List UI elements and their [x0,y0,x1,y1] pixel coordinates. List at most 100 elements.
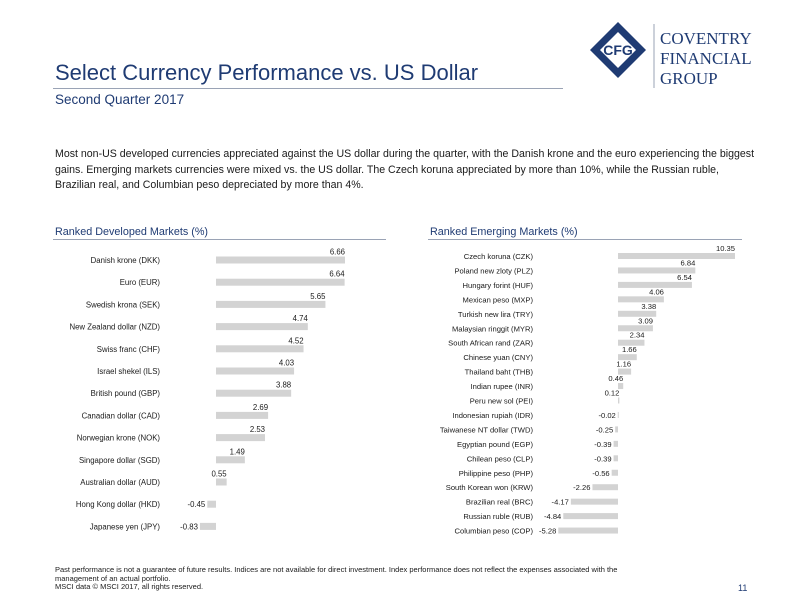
disclaimer-line-2: management of an actual portfolio. [55,573,171,583]
developed-value-label: -0.83 [180,522,198,531]
emerging-category-label: Czech koruna (CZK) [464,252,534,261]
emerging-value-label: 0.46 [608,374,623,383]
developed-category-label: Danish krone (DKK) [91,256,161,265]
developed-markets-chart: Danish krone (DKK) 6.66 Euro (EUR) 6.64 Swed… [69,248,345,532]
emerging-value-label: 6.54 [677,273,692,282]
developed-value-label: 5.65 [310,292,326,301]
emerging-bar [618,310,657,317]
emerging-category-label: Poland new zloty (PLZ) [454,266,533,275]
disclaimer-line-1: Past performance is not a guarantee of f… [55,565,618,574]
developed-value-label: 4.74 [293,314,309,323]
emerging-value-label: -0.56 [592,469,609,478]
emerging-category-label: South African rand (ZAR) [448,339,533,348]
emerging-bar [613,455,618,462]
emerging-bar [618,325,653,332]
emerging-category-label: Indian rupee (INR) [471,382,534,391]
emerging-category-label: South Korean won (KRW) [446,483,534,492]
disclaimer-line-3: MSCI data © MSCI 2017, all rights reserv… [55,582,204,592]
emerging-markets-heading: Ranked Emerging Markets (%) [430,226,578,238]
emerging-bar [611,469,618,476]
emerging-value-label: 10.35 [716,244,735,253]
developed-bar [216,345,304,353]
emerging-category-label: Indonesian rupiah (IDR) [452,411,533,420]
developed-bar [216,411,269,419]
emerging-category-label: Turkish new lira (TRY) [458,310,534,319]
emerging-value-label: 6.84 [681,258,696,267]
emerging-bar [617,411,619,418]
page-number: 11 [738,583,748,593]
developed-value-label: 2.69 [253,403,268,412]
developed-category-label: Swedish krona (SEK) [86,300,161,309]
emerging-bar [558,527,618,534]
developed-category-label: Euro (EUR) [120,278,161,287]
emerging-category-label: Russian ruble (RUB) [463,512,533,521]
emerging-value-label: -2.26 [573,483,590,492]
emerging-category-label: Chilean peso (CLP) [467,454,534,463]
developed-bar [216,323,308,331]
emerging-value-label: 3.38 [641,302,656,311]
developed-value-label: -0.45 [188,500,206,509]
emerging-bar [613,440,618,447]
emerging-value-label: 4.06 [649,287,664,296]
emerging-category-label: Philippine peso (PHP) [459,469,534,478]
emerging-markets-chart: Czech koruna (CZK) 10.35 Poland new zloty … [440,244,735,536]
monogram-mark: CFG [590,22,646,78]
title-divider [53,88,563,89]
logo-line-1: COVENTRY [660,29,752,48]
emerging-category-label: Brazilian real (BRC) [466,498,534,507]
emerging-bar [592,484,618,491]
emerging-bar [618,281,692,288]
emerging-bar [618,339,645,346]
developed-bar [216,434,266,442]
developed-value-label: 6.64 [329,270,345,279]
developed-bar [199,522,216,530]
emerging-value-label: 1.66 [622,345,637,354]
developed-bar [216,389,292,397]
emerging-value-label: -5.28 [539,527,556,536]
developed-value-label: 4.52 [288,336,303,345]
developed-bar [216,478,227,486]
emerging-bar [618,383,624,390]
developed-markets-rule [53,239,386,240]
emerging-value-label: 1.16 [616,360,631,369]
emerging-category-label: Columbian peso (COP) [455,527,534,536]
emerging-bar [615,426,618,433]
emerging-value-label: -0.25 [596,425,613,434]
emerging-value-label: -0.39 [594,454,611,463]
developed-category-label: Swiss franc (CHF) [97,345,161,354]
disclaimer: Past performance is not a guarantee of f… [55,565,715,592]
developed-category-label: New Zealand dollar (NZD) [69,323,160,332]
developed-value-label: 3.88 [276,381,291,390]
emerging-category-label: Hungary forint (HUF) [463,281,534,290]
developed-category-label: Japanese yen (JPY) [90,522,161,531]
emerging-markets-rule [428,239,742,240]
developed-bar [207,500,216,508]
emerging-category-label: Malaysian ringgit (MYR) [452,324,533,333]
emerging-category-label: Egyptian pound (EGP) [457,440,533,449]
developed-bar [216,456,245,464]
developed-value-label: 0.55 [211,470,227,479]
emerging-bar [563,513,618,520]
emerging-bar [618,267,696,274]
page-title: Select Currency Performance vs. US Dolla… [55,60,479,85]
emerging-bar [618,368,632,375]
emerging-value-label: 3.09 [638,316,653,325]
emerging-value-label: 0.12 [605,389,620,398]
emerging-value-label: 2.34 [630,331,645,340]
emerging-bar [618,354,637,361]
developed-bar [216,367,295,375]
developed-bar [216,278,345,286]
developed-category-label: Canadian dollar (CAD) [82,411,161,420]
developed-value-label: 2.53 [250,425,265,434]
emerging-bar [618,296,664,303]
logo-line-3: GROUP [660,69,718,88]
developed-category-label: Israel shekel (ILS) [97,367,160,376]
developed-value-label: 4.03 [279,359,294,368]
developed-category-label: Hong Kong dollar (HKD) [76,500,160,509]
emerging-category-label: Peru new sol (PEI) [470,397,534,406]
logo-line-2: FINANCIAL [660,49,752,68]
emerging-bar [618,253,735,259]
emerging-category-label: Taiwanese NT dollar (TWD) [440,425,534,434]
logo-monogram: CFG [603,42,633,58]
